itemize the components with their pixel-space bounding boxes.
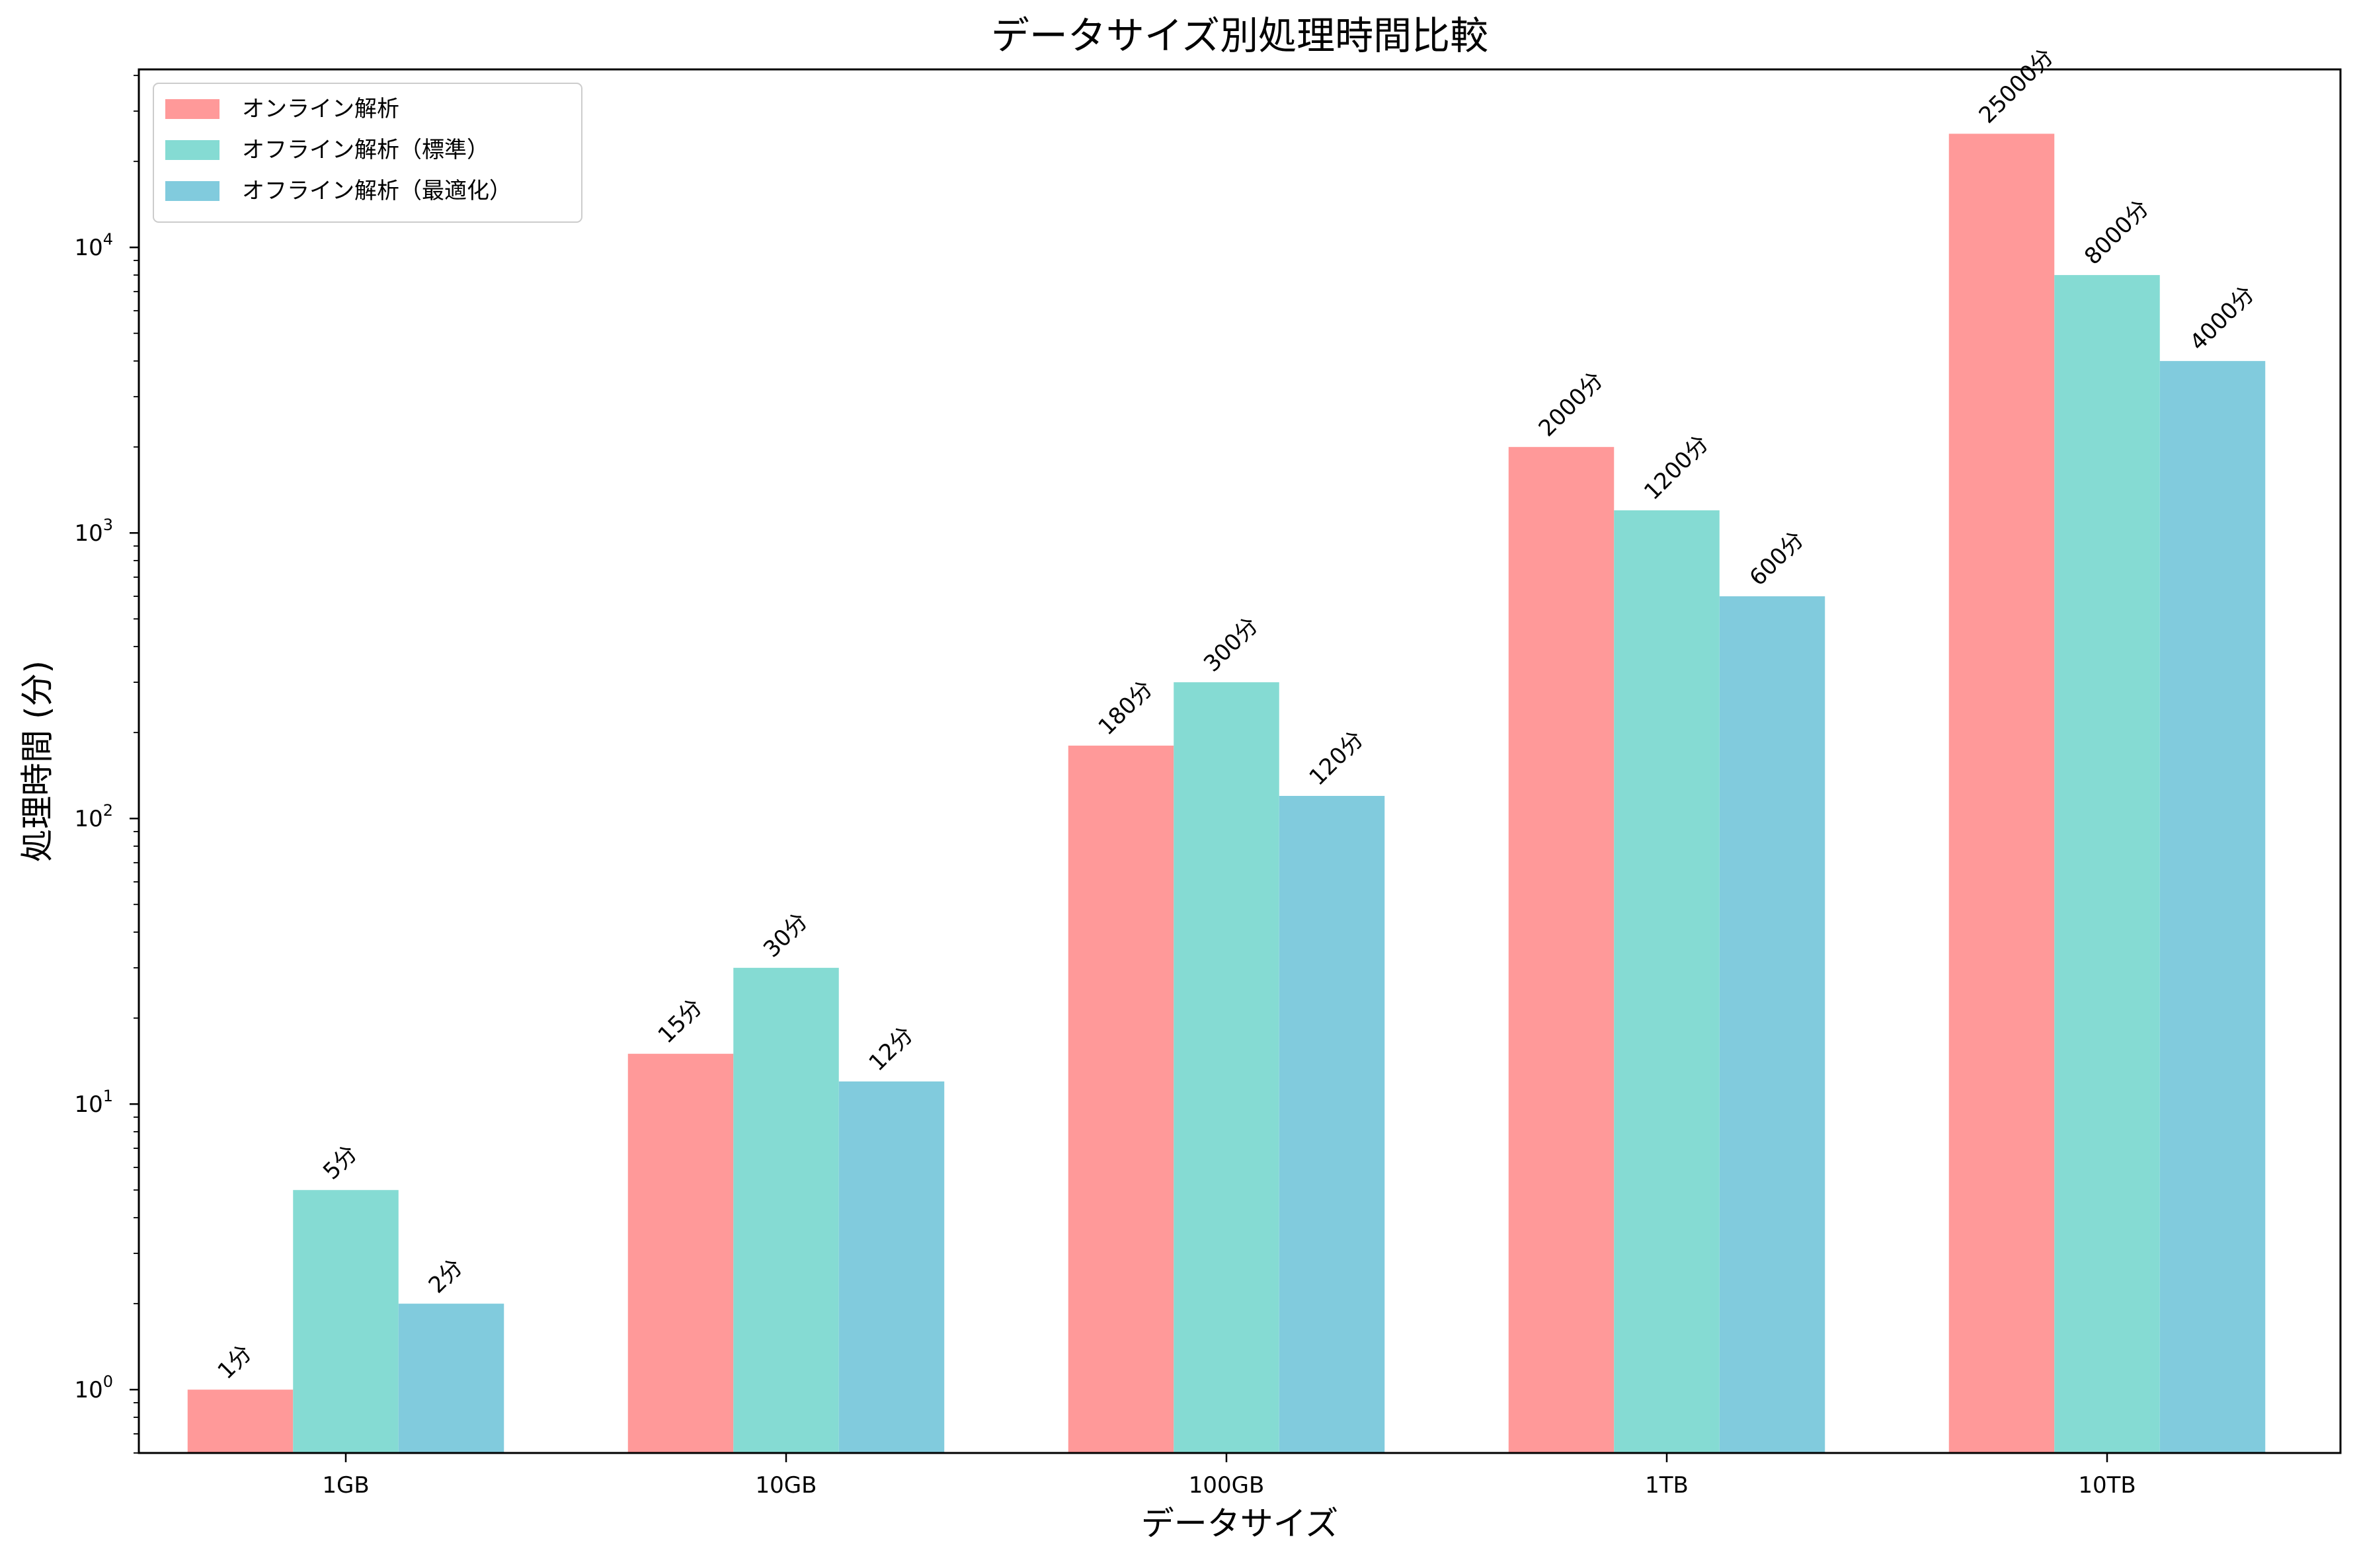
legend-swatch	[165, 99, 220, 119]
bar-100GB-series-2	[1174, 682, 1279, 1453]
x-tick-label: 10TB	[2078, 1472, 2136, 1499]
legend-label: オンライン解析	[242, 96, 399, 122]
y-axis-label: 処理時間 (分)	[19, 660, 57, 862]
bar-100GB-series-3	[1279, 795, 1385, 1453]
x-axis-label: データサイズ	[1141, 1505, 1339, 1543]
bar-1GB-series-1	[187, 1390, 294, 1453]
bar-1TB-series-3	[1719, 596, 1825, 1453]
bar-10TB-series-1	[1948, 134, 2055, 1453]
y-tick-label: 101	[74, 1087, 113, 1118]
legend-swatch	[165, 181, 220, 201]
y-tick-label: 102	[74, 801, 113, 832]
x-tick-label: 10GB	[756, 1472, 817, 1499]
bar-1GB-series-2	[293, 1190, 399, 1453]
bars-group	[187, 134, 2266, 1454]
bar-1TB-series-1	[1508, 447, 1615, 1453]
plot-area-frame	[138, 68, 2342, 1454]
bar-10GB-series-2	[733, 968, 839, 1453]
x-tick-label: 100GB	[1189, 1472, 1265, 1499]
y-axis: 100 101 102 103 104	[74, 75, 139, 1454]
chart-title: データサイズ別処理時間比較	[991, 13, 1488, 58]
legend-swatch	[165, 140, 220, 160]
bar-100GB-series-1	[1068, 745, 1174, 1453]
legend-label: オフライン解析（標準）	[242, 137, 489, 163]
y-tick-label: 100	[74, 1372, 113, 1403]
y-tick-label: 103	[74, 516, 113, 547]
legend-box	[153, 83, 582, 223]
bar-1GB-series-3	[398, 1304, 504, 1453]
x-tick-label: 1GB	[322, 1472, 369, 1499]
x-tick-label: 1TB	[1645, 1472, 1689, 1499]
bar-10GB-series-1	[627, 1054, 734, 1453]
x-axis: 1GB 10GB 100GB 1TB 10TB	[322, 1453, 2136, 1499]
legend-label: オフライン解析（最適化）	[242, 178, 512, 204]
bar-10TB-series-2	[2054, 275, 2160, 1454]
bar-10GB-series-3	[838, 1081, 945, 1453]
bar-1TB-series-2	[1614, 510, 1720, 1453]
y-tick-label: 104	[74, 230, 113, 261]
bar-10TB-series-3	[2159, 361, 2266, 1453]
